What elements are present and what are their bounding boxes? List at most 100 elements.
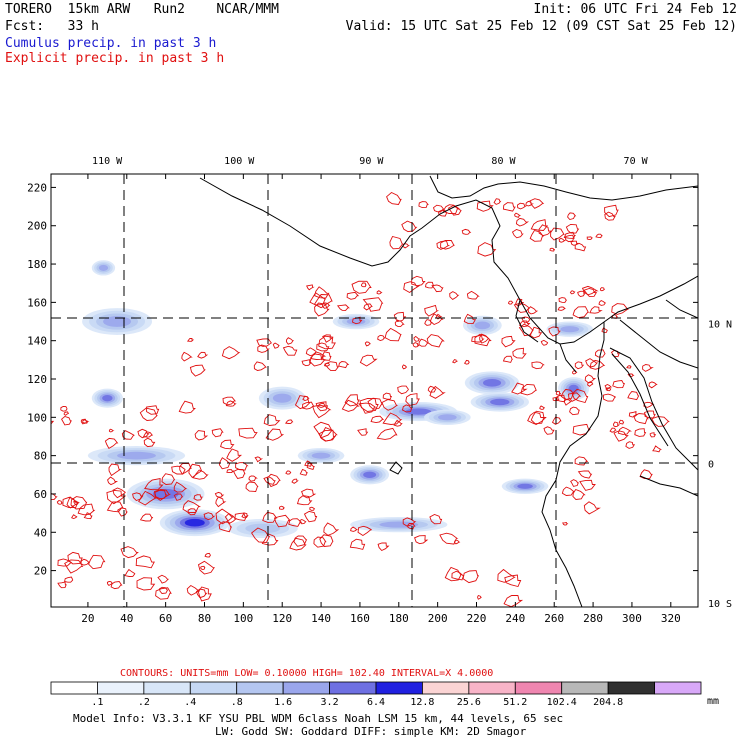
x-tick-label: 140 <box>311 612 331 625</box>
forecast-hour: Fcst: 33 h <box>5 19 99 34</box>
x-tick-label: 20 <box>81 612 94 625</box>
y-tick-label: 80 <box>34 450 47 463</box>
cumulus-patch <box>558 377 590 401</box>
x-tick-label: 100 <box>233 612 253 625</box>
explicit-contour-cluster <box>603 364 670 480</box>
y-tick-label: 100 <box>27 411 47 424</box>
explicit-contour-cluster <box>51 462 209 510</box>
colorbar-swatch <box>97 681 145 695</box>
colorbar-swatch <box>654 681 702 695</box>
colorbar-label: 51.2 <box>503 697 527 708</box>
colorbar-swatch <box>282 681 330 695</box>
x-tick-label: 300 <box>622 612 642 625</box>
x-tick-label: 220 <box>467 612 487 625</box>
model-info: Model Info: V3.3.1 KF YSU PBL WDM 6class… <box>73 712 563 725</box>
explicit-contour-cluster <box>318 385 446 410</box>
x-tick-label: 260 <box>544 612 564 625</box>
cumulus-patch <box>350 465 390 485</box>
cumulus-patch <box>227 518 298 539</box>
explicit-contour-cluster <box>51 405 160 450</box>
colorbar: .1 .2 .4 .8 1.6 3.2 6.4 12.8 25.6 51.2 102.4 204.8 <box>50 681 702 708</box>
y-tick-label: 120 <box>27 373 47 386</box>
explicit-precip-layer <box>51 191 670 607</box>
explicit-contour-cluster <box>57 546 216 602</box>
y-tick-label: 220 <box>27 181 47 194</box>
x-tick-label: 240 <box>505 612 525 625</box>
explicit-contour-cluster <box>386 191 619 257</box>
x-tick-label: 200 <box>428 612 448 625</box>
longitude-label: 90 W <box>359 156 384 167</box>
colorbar-swatch <box>468 681 516 695</box>
cumulus-precip-layer <box>82 260 594 539</box>
colorbar-swatch <box>236 681 284 695</box>
colorbar-swatch <box>607 681 655 695</box>
cumulus-patch <box>464 371 520 395</box>
colorbar-label: .4 <box>184 697 196 708</box>
axes: 20 40 60 80 100 120 140 160 180 200 220 240 260 280 30… <box>27 156 732 625</box>
y-tick-label: 60 <box>34 488 47 501</box>
init-time: Init: 06 UTC Fri 24 Feb 12 <box>533 2 738 17</box>
cumulus-patch <box>470 392 529 412</box>
colorbar-label: 25.6 <box>457 697 481 708</box>
colorbar-label: .2 <box>138 697 150 708</box>
colorbar-label: 6.4 <box>367 697 385 708</box>
x-tick-label: 320 <box>661 612 681 625</box>
colorbar-label: .1 <box>91 697 103 708</box>
colorbar-label: 3.2 <box>321 697 339 708</box>
y-tick-label: 200 <box>27 220 47 233</box>
cumulus-patch <box>462 315 502 335</box>
y-tick-label: 140 <box>27 335 47 348</box>
colorbar-swatch <box>329 681 377 695</box>
explicit-contour-cluster <box>218 511 461 552</box>
cumulus-patch <box>350 516 448 533</box>
cumulus-patch <box>91 388 123 408</box>
cumulus-patch <box>87 446 186 466</box>
explicit-contour-cluster <box>305 327 492 370</box>
explicit-contour-cluster <box>561 456 601 526</box>
longitude-label: 80 W <box>491 156 516 167</box>
x-tick-label: 80 <box>198 612 211 625</box>
explicit-contour-cluster <box>178 395 413 442</box>
colorbar-swatch <box>561 681 609 695</box>
colorbar-label: .8 <box>231 697 243 708</box>
x-tick-label: 280 <box>583 612 603 625</box>
latitude-label: 0 <box>708 459 714 470</box>
cumulus-patch <box>258 386 306 410</box>
x-tick-label: 60 <box>159 612 172 625</box>
cumulus-patch <box>91 260 116 276</box>
y-tick-label: 40 <box>34 526 47 539</box>
cumulus-legend-label: Cumulus precip. in past 3 h <box>5 36 217 51</box>
plot-area <box>51 174 698 607</box>
colorbar-label: 12.8 <box>410 697 434 708</box>
plot-frame <box>50 173 699 608</box>
colorbar-swatch <box>514 681 563 695</box>
x-tick-label: 160 <box>350 612 370 625</box>
cumulus-patch <box>501 478 549 494</box>
colorbar-swatch <box>189 681 238 695</box>
cumulus-patch <box>297 447 345 464</box>
run-title: TORERO 15km ARW Run2 NCAR/MMM <box>5 2 279 17</box>
latlon-grid <box>51 174 698 607</box>
y-tick-label: 180 <box>27 258 47 271</box>
longitude-label: 70 W <box>624 156 649 167</box>
y-tick-label: 160 <box>27 296 47 309</box>
x-tick-label: 120 <box>272 612 292 625</box>
colorbar-label: 1.6 <box>274 697 292 708</box>
longitude-label: 100 W <box>224 156 255 167</box>
cumulus-patch <box>332 313 380 330</box>
longitude-label: 110 W <box>92 156 123 167</box>
colorbar-label: 204.8 <box>593 697 623 708</box>
colorbar-swatch <box>422 681 470 695</box>
cumulus-patch <box>159 509 230 537</box>
latitude-label: 10 S <box>708 599 732 610</box>
colorbar-swatch <box>143 681 191 695</box>
colorbar-swatch <box>375 681 423 695</box>
cumulus-patch <box>82 308 153 335</box>
explicit-legend-label: Explicit precip. in past 3 h <box>5 51 225 66</box>
y-tick-label: 20 <box>34 565 47 578</box>
colorbar-label: 102.4 <box>547 697 577 708</box>
explicit-contour-cluster <box>501 285 629 442</box>
valid-time: Valid: 15 UTC Sat 25 Feb 12 (09 CST Sat … <box>345 19 737 34</box>
